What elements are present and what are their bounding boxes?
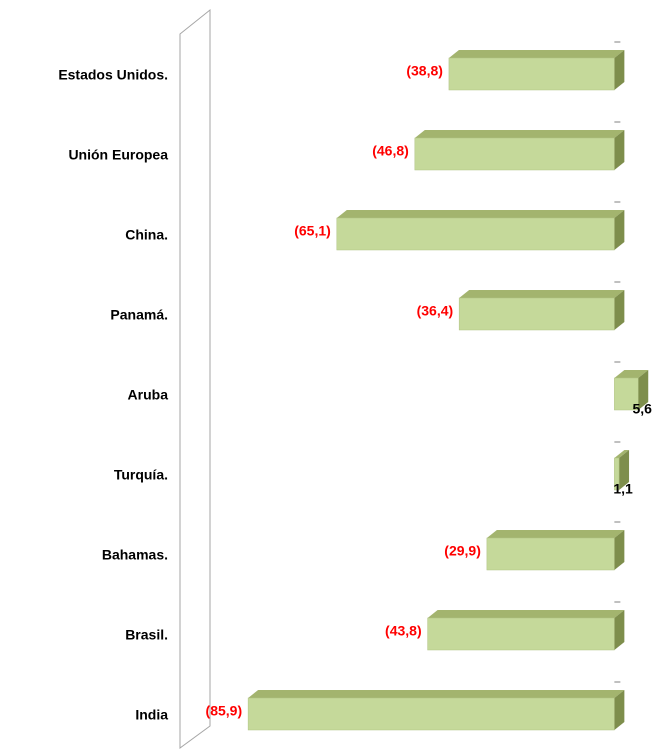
bar-top bbox=[614, 370, 649, 378]
bar-side bbox=[614, 690, 625, 730]
y-tick-label: Aruba bbox=[128, 387, 169, 403]
bar-front bbox=[427, 617, 615, 651]
y-tick-label: Unión Europea bbox=[68, 147, 168, 163]
bar-top bbox=[486, 530, 625, 538]
axis-wall bbox=[179, 8, 211, 749]
bar-side bbox=[614, 50, 625, 90]
bar-front bbox=[247, 697, 615, 731]
bar-top bbox=[459, 290, 625, 298]
bar-top bbox=[448, 50, 625, 58]
y-tick-label: India bbox=[135, 707, 168, 723]
bar-front bbox=[614, 377, 639, 411]
bar bbox=[448, 50, 625, 91]
bar-side bbox=[614, 530, 625, 570]
y-tick-label: Turquía. bbox=[114, 467, 168, 483]
bar-top bbox=[427, 610, 625, 618]
bar-front bbox=[486, 537, 615, 571]
bar bbox=[247, 690, 625, 731]
data-label: 1,1 bbox=[613, 481, 633, 497]
bar-top bbox=[414, 130, 625, 138]
data-label: (29,9) bbox=[444, 543, 481, 559]
y-tick-label: China. bbox=[125, 227, 168, 243]
bar bbox=[614, 370, 649, 411]
bar-side bbox=[619, 450, 630, 490]
bar-top bbox=[248, 690, 625, 698]
bar-front bbox=[336, 217, 615, 251]
bar bbox=[458, 290, 625, 331]
bar-side bbox=[614, 210, 625, 250]
bar-top bbox=[336, 210, 625, 218]
bar-front bbox=[414, 137, 615, 171]
data-label: (85,9) bbox=[206, 703, 243, 719]
y-tick-label: Panamá. bbox=[110, 307, 168, 323]
bar-front bbox=[458, 297, 615, 331]
data-label: (65,1) bbox=[294, 223, 331, 239]
bar-side bbox=[614, 610, 625, 650]
bar bbox=[486, 530, 625, 571]
data-label: (38,8) bbox=[406, 63, 443, 79]
y-tick-label: Bahamas. bbox=[102, 547, 168, 563]
bar-top bbox=[614, 450, 630, 458]
bar bbox=[614, 450, 630, 491]
data-label: (36,4) bbox=[417, 303, 454, 319]
bar bbox=[414, 130, 625, 171]
data-label: (46,8) bbox=[372, 143, 409, 159]
data-label: 5,6 bbox=[633, 401, 653, 417]
data-label: (43,8) bbox=[385, 623, 422, 639]
y-tick-label: Brasil. bbox=[125, 627, 168, 643]
bar-side bbox=[614, 290, 625, 330]
bar-front bbox=[614, 457, 620, 491]
bar-front bbox=[448, 57, 615, 91]
bar bbox=[336, 210, 625, 251]
bar-side bbox=[638, 370, 649, 410]
bar bbox=[427, 610, 625, 651]
bar-side bbox=[614, 130, 625, 170]
y-tick-label: Estados Unidos. bbox=[58, 67, 168, 83]
